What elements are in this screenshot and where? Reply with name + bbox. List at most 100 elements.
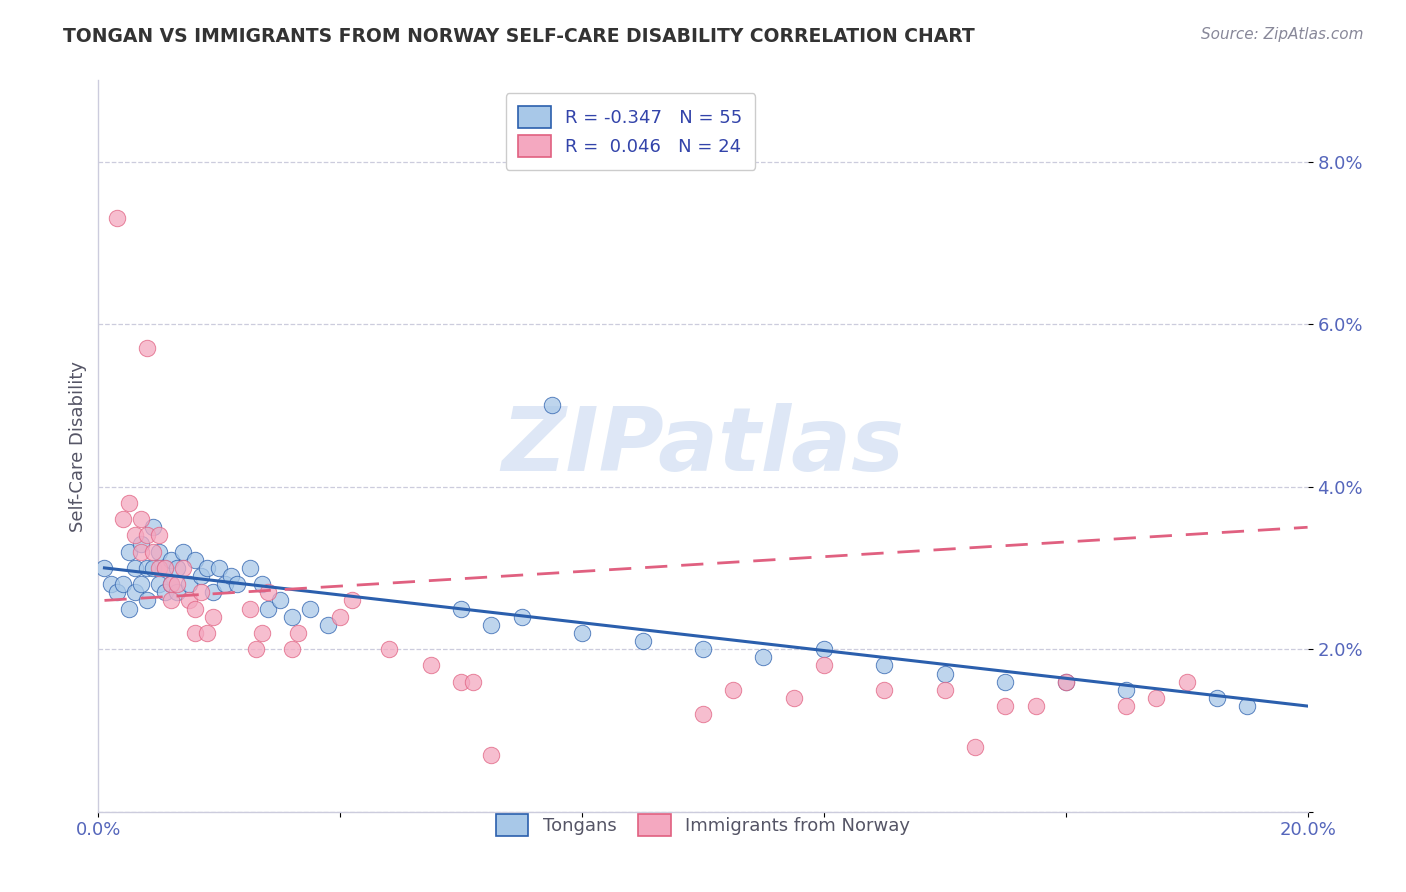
Point bbox=[129, 544, 152, 558]
Point bbox=[135, 593, 157, 607]
Point bbox=[153, 585, 176, 599]
Point bbox=[148, 577, 170, 591]
Point bbox=[723, 682, 745, 697]
Point bbox=[129, 536, 152, 550]
Point bbox=[631, 634, 654, 648]
Point bbox=[1144, 690, 1167, 705]
Point bbox=[245, 642, 267, 657]
Point bbox=[179, 593, 201, 607]
Point bbox=[873, 658, 896, 673]
Point bbox=[111, 577, 134, 591]
Point bbox=[166, 561, 188, 575]
Point bbox=[329, 609, 352, 624]
Point bbox=[342, 593, 364, 607]
Point bbox=[510, 609, 533, 624]
Point bbox=[1115, 682, 1137, 697]
Point bbox=[1236, 699, 1258, 714]
Point bbox=[93, 561, 115, 575]
Point bbox=[208, 561, 231, 575]
Point bbox=[269, 593, 291, 607]
Point bbox=[450, 674, 472, 689]
Point bbox=[420, 658, 443, 673]
Point bbox=[184, 626, 207, 640]
Point bbox=[153, 561, 176, 575]
Point bbox=[184, 553, 207, 567]
Point bbox=[172, 561, 194, 575]
Point bbox=[202, 585, 225, 599]
Point bbox=[142, 561, 165, 575]
Point bbox=[148, 561, 170, 575]
Point bbox=[124, 585, 146, 599]
Point bbox=[287, 626, 309, 640]
Point bbox=[190, 585, 212, 599]
Point bbox=[172, 544, 194, 558]
Point bbox=[281, 609, 304, 624]
Point bbox=[1115, 699, 1137, 714]
Point bbox=[214, 577, 236, 591]
Point bbox=[160, 577, 183, 591]
Point bbox=[934, 682, 956, 697]
Point bbox=[250, 577, 273, 591]
Point bbox=[153, 561, 176, 575]
Point bbox=[994, 699, 1017, 714]
Point bbox=[813, 658, 835, 673]
Point bbox=[142, 520, 165, 534]
Point bbox=[118, 496, 141, 510]
Point bbox=[226, 577, 249, 591]
Point bbox=[256, 585, 278, 599]
Point bbox=[166, 577, 188, 591]
Point bbox=[105, 585, 128, 599]
Point bbox=[221, 569, 243, 583]
Point bbox=[195, 626, 218, 640]
Point bbox=[250, 626, 273, 640]
Point bbox=[166, 585, 188, 599]
Point bbox=[934, 666, 956, 681]
Point bbox=[160, 553, 183, 567]
Point bbox=[813, 642, 835, 657]
Point bbox=[994, 674, 1017, 689]
Point bbox=[783, 690, 806, 705]
Point bbox=[118, 601, 141, 615]
Point bbox=[463, 674, 485, 689]
Point bbox=[1024, 699, 1046, 714]
Point bbox=[105, 211, 128, 226]
Text: TONGAN VS IMMIGRANTS FROM NORWAY SELF-CARE DISABILITY CORRELATION CHART: TONGAN VS IMMIGRANTS FROM NORWAY SELF-CA… bbox=[63, 27, 974, 45]
Point bbox=[540, 398, 562, 412]
Point bbox=[129, 577, 152, 591]
Point bbox=[965, 739, 987, 754]
Point bbox=[135, 561, 157, 575]
Point bbox=[1175, 674, 1198, 689]
Point bbox=[752, 650, 775, 665]
Text: ZIPatlas: ZIPatlas bbox=[502, 402, 904, 490]
Point bbox=[692, 707, 714, 722]
Point bbox=[124, 528, 146, 542]
Point bbox=[202, 609, 225, 624]
Point bbox=[179, 577, 201, 591]
Point bbox=[190, 569, 212, 583]
Point bbox=[873, 682, 896, 697]
Point bbox=[316, 617, 339, 632]
Point bbox=[1206, 690, 1229, 705]
Point bbox=[281, 642, 304, 657]
Point bbox=[118, 544, 141, 558]
Point bbox=[1054, 674, 1077, 689]
Point bbox=[160, 577, 183, 591]
Point bbox=[100, 577, 122, 591]
Point bbox=[124, 561, 146, 575]
Point bbox=[111, 512, 134, 526]
Point bbox=[481, 617, 503, 632]
Point bbox=[377, 642, 399, 657]
Point bbox=[129, 512, 152, 526]
Point bbox=[160, 593, 183, 607]
Point bbox=[571, 626, 593, 640]
Point bbox=[1054, 674, 1077, 689]
Point bbox=[256, 601, 278, 615]
Point bbox=[135, 342, 157, 356]
Point bbox=[135, 528, 157, 542]
Point bbox=[450, 601, 472, 615]
Y-axis label: Self-Care Disability: Self-Care Disability bbox=[69, 360, 87, 532]
Point bbox=[142, 544, 165, 558]
Point bbox=[148, 544, 170, 558]
Text: Source: ZipAtlas.com: Source: ZipAtlas.com bbox=[1201, 27, 1364, 42]
Point bbox=[239, 561, 262, 575]
